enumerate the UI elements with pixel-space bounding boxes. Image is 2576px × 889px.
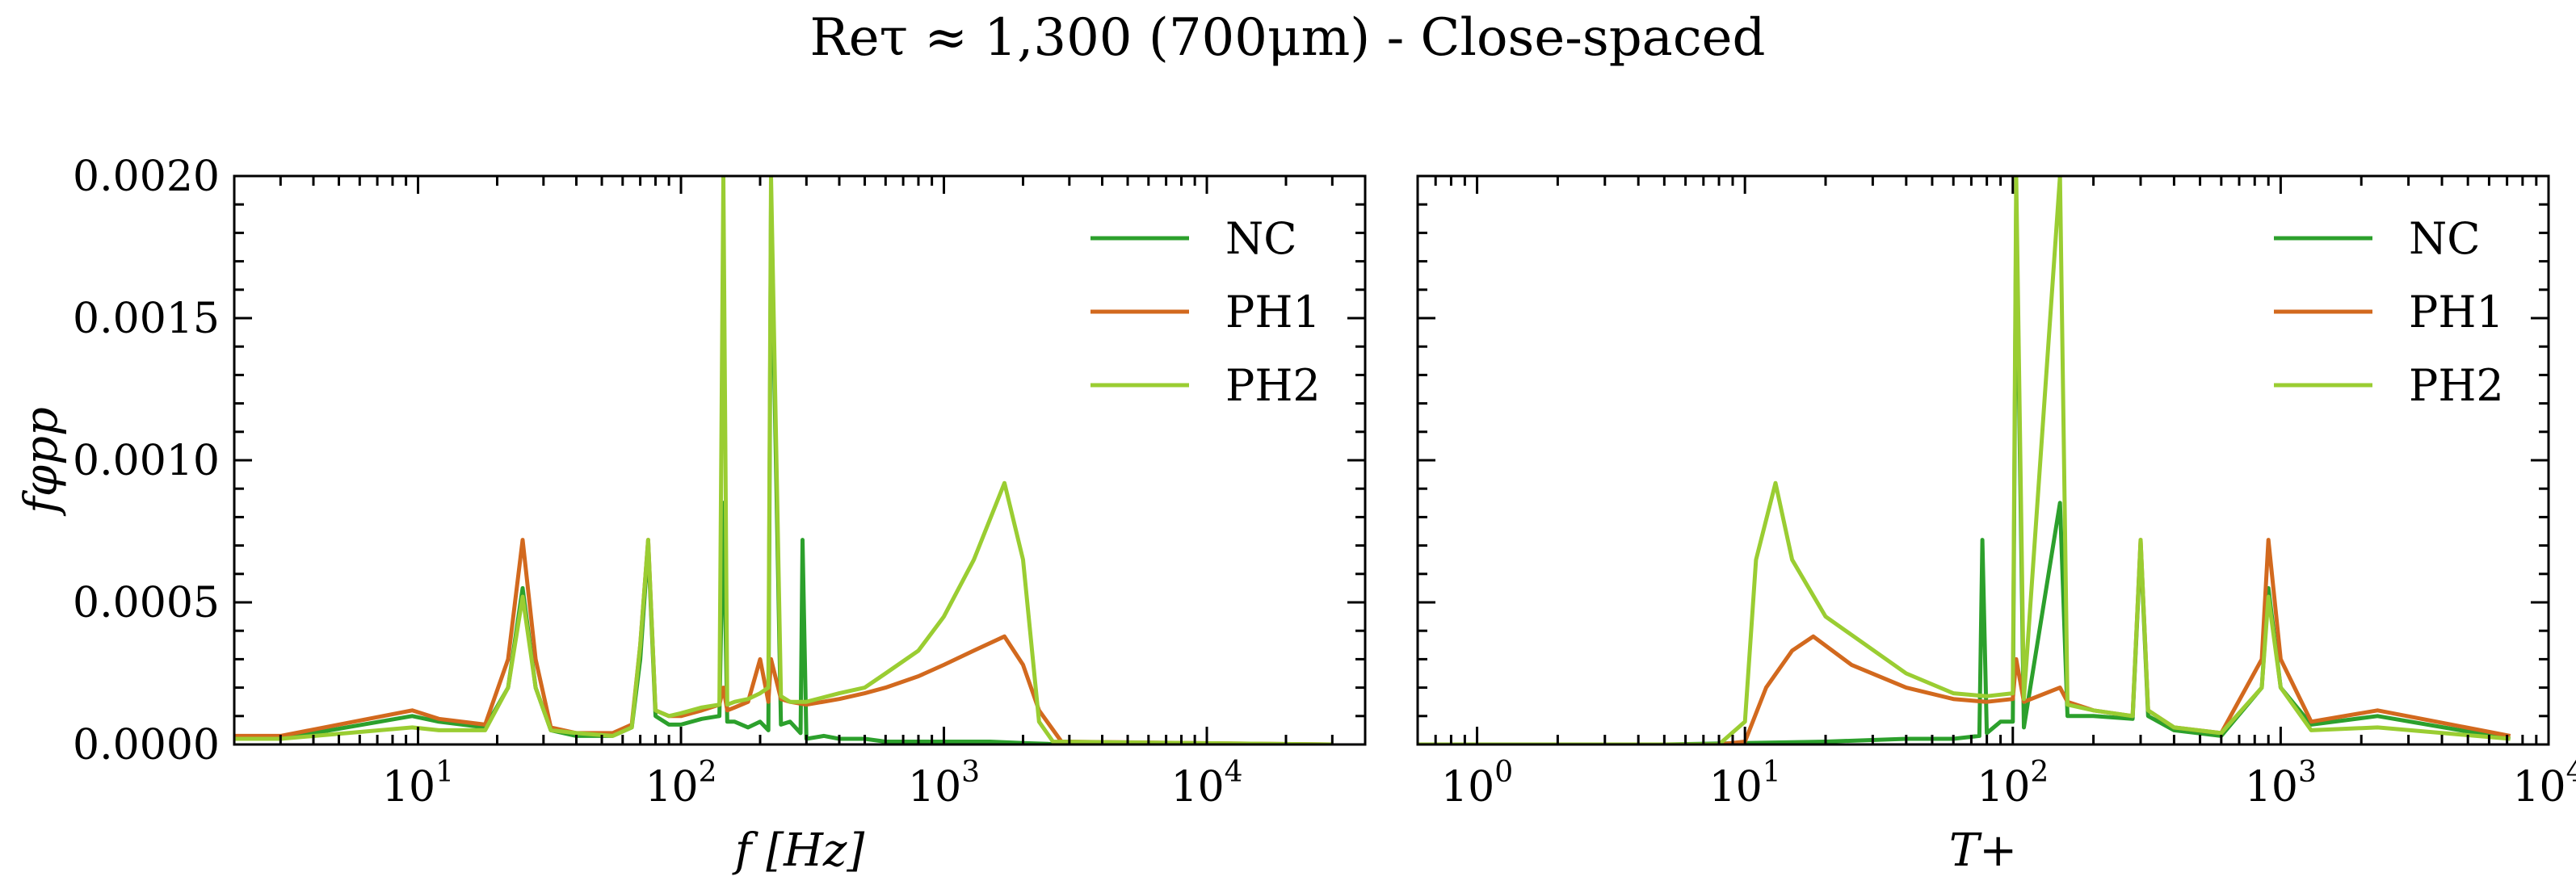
legend-label-nc: NC xyxy=(2409,213,2481,264)
x-tick-label: 104 xyxy=(2512,756,2576,811)
y-tick-label: 0.0010 xyxy=(73,437,220,485)
x-tick-label: 104 xyxy=(1170,756,1242,811)
right-panel: 100 101 102 103 104 T+ NC PH1 PH2 xyxy=(1416,174,2576,877)
series-line-ph2 xyxy=(234,176,1333,744)
legend: NC PH1 PH2 xyxy=(1090,213,1321,411)
series-line-ph1 xyxy=(1418,538,2511,744)
y-tick-label: 0.0000 xyxy=(73,721,220,769)
x-axis-title: f [Hz] xyxy=(732,824,865,877)
legend: NC PH1 PH2 xyxy=(2274,213,2504,411)
legend-label-ph1: PH1 xyxy=(2409,287,2504,338)
legend-label-nc: NC xyxy=(1225,213,1297,264)
y-axis-title: fφpp xyxy=(15,407,68,517)
series-line-ph1 xyxy=(234,538,1333,744)
legend-label-ph1: PH1 xyxy=(1225,287,1321,338)
x-axis-title: T+ xyxy=(1949,824,2017,877)
plot-area xyxy=(234,176,1333,744)
y-tick-label: 0.0015 xyxy=(73,295,220,343)
left-panel: 101 102 103 104 0.0000 0.0005 0.0010 0.0015 0.00… xyxy=(15,153,1367,877)
series-line-nc xyxy=(234,202,1333,744)
x-tick-label: 103 xyxy=(908,756,980,811)
x-tick-label: 102 xyxy=(645,756,716,811)
x-tick-label: 103 xyxy=(2245,756,2317,811)
y-tick-label: 0.0005 xyxy=(73,579,220,627)
legend-label-ph2: PH2 xyxy=(2409,360,2504,411)
y-tick-label: 0.0020 xyxy=(73,153,220,201)
figure-title: Reτ ≈ 1,300 (700μm) - Close-spaced xyxy=(810,8,1766,68)
y-ticks xyxy=(234,174,1365,746)
x-tick-label: 100 xyxy=(1441,756,1513,811)
x-tick-label: 102 xyxy=(1977,756,2049,811)
plot-area xyxy=(1418,176,2511,744)
y-ticks xyxy=(1418,174,2549,746)
x-tick-label: 101 xyxy=(382,756,454,811)
legend-label-ph2: PH2 xyxy=(1225,360,1321,411)
series-line-ph2 xyxy=(1418,176,2511,744)
x-ticks xyxy=(1416,176,2550,744)
series-line-nc xyxy=(1418,202,2511,744)
x-tick-label: 101 xyxy=(1709,756,1781,811)
x-ticks xyxy=(233,176,1367,744)
